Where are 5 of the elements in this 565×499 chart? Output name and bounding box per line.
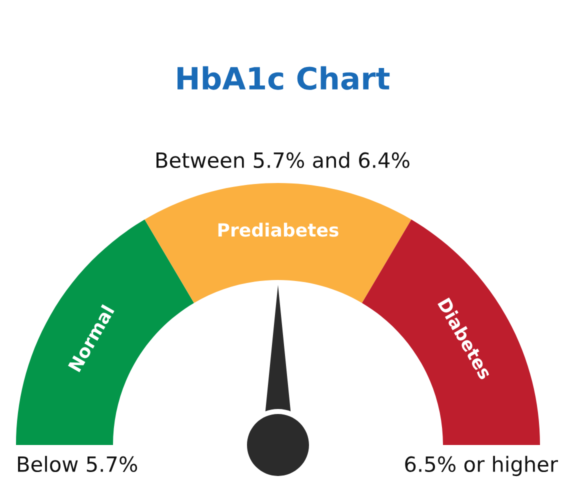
slice-label: Prediabetes [218, 222, 338, 237]
chart-title: HbA1c Chart [178, 66, 390, 90]
text: 6.5% or higher [405, 456, 558, 476]
text: Between 5.7% and 6.4% [156, 152, 410, 168]
text: Below 5.7% [18, 456, 138, 472]
